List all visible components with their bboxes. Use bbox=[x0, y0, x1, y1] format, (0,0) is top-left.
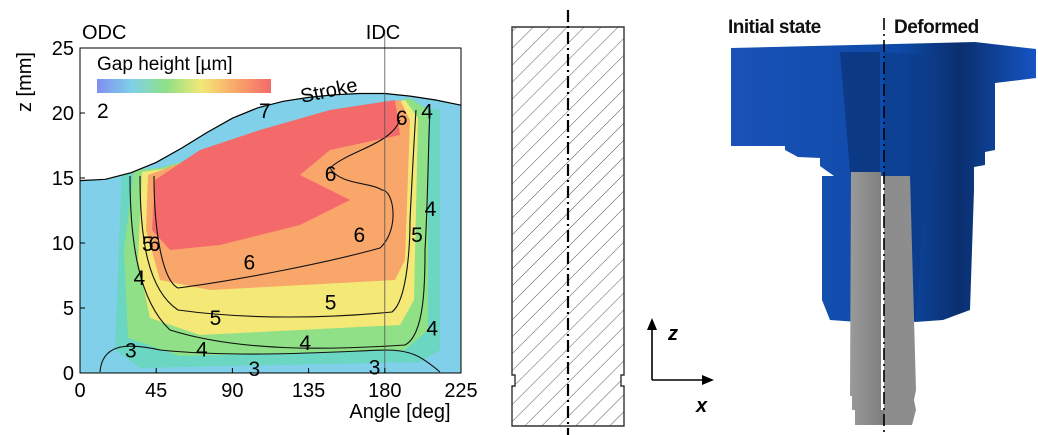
x-axis-ticks: 0 45 90 135 180 225 bbox=[74, 368, 478, 402]
contour-label-17: 3 bbox=[369, 357, 381, 380]
contour-line-1 bbox=[139, 109, 417, 318]
contour-label-15: 3 bbox=[125, 340, 137, 363]
contour-label-14: 4 bbox=[299, 332, 311, 355]
contour-label-11: 5 bbox=[210, 307, 222, 330]
y-tick-label: 5 bbox=[63, 298, 74, 320]
piston-deformed-body bbox=[884, 176, 916, 425]
colorbar-min-label: 2 bbox=[97, 100, 109, 123]
contour-label-13: 4 bbox=[196, 338, 208, 361]
contour-lines bbox=[99, 109, 441, 373]
contour-label-2: 6 bbox=[325, 163, 337, 186]
colorbar-title: Gap height [µm] bbox=[97, 54, 233, 75]
colorbar-max-label: 7 bbox=[259, 100, 271, 123]
piston-cross-section bbox=[511, 10, 625, 435]
y-tick-label: 25 bbox=[52, 38, 74, 60]
coordinate-axes: z x bbox=[647, 318, 714, 417]
colorbar bbox=[97, 79, 271, 93]
contour-line-2 bbox=[153, 119, 401, 289]
y-tick-label: 10 bbox=[52, 233, 74, 255]
gap-height-field bbox=[80, 93, 461, 373]
x-tick-label: 135 bbox=[292, 380, 325, 402]
stroke-curve bbox=[79, 92, 462, 182]
x-tick-label: 0 bbox=[74, 380, 85, 402]
x-tick-label: 90 bbox=[221, 380, 243, 402]
contour-label-7: 6 bbox=[149, 233, 161, 256]
idc-label: IDC bbox=[366, 22, 400, 44]
piston-outline bbox=[511, 26, 625, 427]
x-axis-label: Angle [deg] bbox=[349, 401, 450, 423]
contour-label-9: 4 bbox=[133, 267, 145, 290]
band-high bbox=[152, 100, 400, 250]
y-tick-label: 0 bbox=[63, 363, 74, 385]
z-axis-label: z bbox=[667, 323, 678, 345]
deformation-render: Initial state Deformed bbox=[728, 17, 1036, 435]
deformed-label: Deformed bbox=[894, 17, 979, 38]
contour-label-6: 5 bbox=[142, 233, 154, 256]
contour-line-0 bbox=[129, 109, 431, 349]
contour-line-3 bbox=[99, 345, 441, 373]
plot-frame bbox=[79, 47, 462, 374]
contour-label-16: 3 bbox=[249, 358, 261, 381]
contour-label-12: 4 bbox=[426, 318, 438, 341]
y-axis-label: z [mm] bbox=[14, 52, 36, 112]
bushing-bore-shade bbox=[840, 52, 880, 172]
y-axis-ticks: 0 5 10 15 20 25 bbox=[52, 38, 85, 385]
contour-label-5: 5 bbox=[411, 224, 423, 247]
contour-label-8: 6 bbox=[243, 251, 255, 274]
x-tick-label: 45 bbox=[145, 380, 167, 402]
contour-label-4: 6 bbox=[354, 224, 366, 247]
initial-state-label: Initial state bbox=[728, 17, 821, 38]
y-tick-label: 15 bbox=[52, 168, 74, 190]
odc-label: ODC bbox=[82, 22, 126, 44]
contour-label-1: 4 bbox=[421, 101, 433, 124]
contour-label-3: 4 bbox=[425, 198, 437, 221]
y-tick-label: 20 bbox=[52, 103, 74, 125]
contour-label-0: 6 bbox=[396, 107, 408, 130]
contour-label-10: 5 bbox=[325, 292, 337, 315]
piston-body bbox=[850, 172, 884, 425]
x-axis-glyph-label: x bbox=[695, 395, 708, 417]
x-tick-label: 225 bbox=[444, 380, 477, 402]
x-tick-label: 180 bbox=[368, 380, 401, 402]
bushing-body bbox=[731, 42, 1036, 322]
